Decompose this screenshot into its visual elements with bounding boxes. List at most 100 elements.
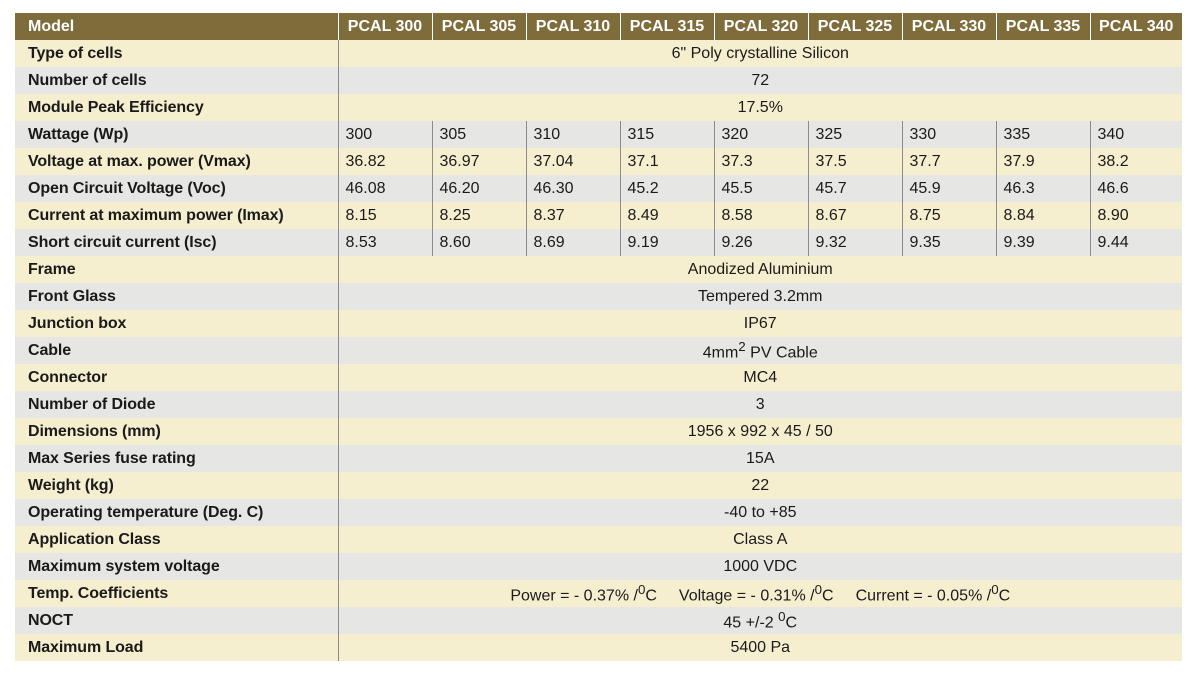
spec-value: 9.44 xyxy=(1089,229,1182,256)
spec-value: 37.9 xyxy=(995,148,1090,175)
temp-coefficient: Power = - 0.37% /0C xyxy=(510,581,657,605)
spec-value: 38.2 xyxy=(1089,148,1182,175)
model-header-pcal-310: PCAL 310 xyxy=(525,13,620,40)
spec-value: 37.5 xyxy=(807,148,902,175)
spec-row-junction-box: Junction box IP67 xyxy=(15,310,1182,337)
spec-label: Junction box xyxy=(28,314,127,332)
spec-value: 45.9 xyxy=(901,175,996,202)
spec-row-voltage-at-max-power-vmax: Voltage at max. power (Vmax) 36.82 36.97 37… xyxy=(15,148,1182,175)
spec-value: 8.53 xyxy=(337,229,432,256)
spec-row-connector: Connector MC4 xyxy=(15,364,1182,391)
spec-value: 330 xyxy=(901,121,996,148)
spec-row-temp-coefficients: Temp. Coefficients Power = - 0.37% /0C Vol… xyxy=(15,580,1182,607)
model-header-pcal-305: PCAL 305 xyxy=(431,13,526,40)
spec-value: 1956 x 992 x 45 / 50 xyxy=(337,418,1182,445)
spec-label: Connector xyxy=(28,368,108,386)
spec-label: Cable xyxy=(28,341,72,359)
header-row: Model PCAL 300 PCAL 305 PCAL 310 PCAL 315 PC… xyxy=(15,13,1182,40)
spec-value: 9.35 xyxy=(901,229,996,256)
spec-row-open-circuit-voltage-voc: Open Circuit Voltage (Voc) 46.08 46.20 46.3… xyxy=(15,175,1182,202)
temp-coefficient: Voltage = - 0.31% /0C xyxy=(678,581,834,605)
spec-value: 8.49 xyxy=(619,202,714,229)
spec-row-application-class: Application Class Class A xyxy=(15,526,1182,553)
spec-value: 305 xyxy=(431,121,526,148)
spec-label: Temp. Coefficients xyxy=(28,584,169,602)
spec-label: Wattage (Wp) xyxy=(28,125,129,143)
spec-label: Open Circuit Voltage (Voc) xyxy=(28,179,226,197)
spec-value: 8.25 xyxy=(431,202,526,229)
spec-value: 3 xyxy=(337,391,1182,418)
spec-value: 46.20 xyxy=(431,175,526,202)
model-header-pcal-335: PCAL 335 xyxy=(995,13,1090,40)
spec-row-max-series-fuse-rating: Max Series fuse rating 15A xyxy=(15,445,1182,472)
spec-value: 37.1 xyxy=(619,148,714,175)
spec-row-wattage-wp: Wattage (Wp) 300 305 310 315 320 325 330 335 340 xyxy=(15,121,1182,148)
spec-value: 37.3 xyxy=(713,148,808,175)
spec-value: 6" Poly crystalline Silicon xyxy=(337,40,1182,67)
spec-value: 8.67 xyxy=(807,202,902,229)
spec-row-front-glass: Front Glass Tempered 3.2mm xyxy=(15,283,1182,310)
spec-value: 8.37 xyxy=(525,202,620,229)
spec-value: 335 xyxy=(995,121,1090,148)
spec-value: 9.32 xyxy=(807,229,902,256)
spec-value: 45.7 xyxy=(807,175,902,202)
spec-value: Class A xyxy=(337,526,1182,553)
spec-value: 46.30 xyxy=(525,175,620,202)
spec-value: IP67 xyxy=(337,310,1182,337)
spec-value: Anodized Aluminium xyxy=(337,256,1182,283)
spec-value: 310 xyxy=(525,121,620,148)
spec-value: 8.69 xyxy=(525,229,620,256)
spec-label: Frame xyxy=(28,260,76,278)
model-header-pcal-315: PCAL 315 xyxy=(619,13,714,40)
spec-label: Short circuit current (Isc) xyxy=(28,233,217,251)
spec-value: 8.75 xyxy=(901,202,996,229)
spec-value: 325 xyxy=(807,121,902,148)
spec-row-weight-kg: Weight (kg) 22 xyxy=(15,472,1182,499)
spec-label: Number of Diode xyxy=(28,395,156,413)
spec-value: 37.7 xyxy=(901,148,996,175)
spec-table: Model PCAL 300 PCAL 305 PCAL 310 PCAL 315 PC… xyxy=(15,13,1182,661)
spec-label: Module Peak Efficiency xyxy=(28,98,204,116)
spec-value: 22 xyxy=(337,472,1182,499)
spec-row-frame: Frame Anodized Aluminium xyxy=(15,256,1182,283)
spec-value: 315 xyxy=(619,121,714,148)
spec-row-current-at-maximum-power-imax: Current at maximum power (Imax) 8.15 8.25 8… xyxy=(15,202,1182,229)
spec-value: 17.5% xyxy=(337,94,1182,121)
spec-row-cable: Cable 4mm2 PV Cable xyxy=(15,337,1182,364)
spec-row-dimensions-mm: Dimensions (mm) 1956 x 992 x 45 / 50 xyxy=(15,418,1182,445)
spec-value: 72 xyxy=(337,67,1182,94)
spec-row-maximum-load: Maximum Load 5400 Pa xyxy=(15,634,1182,661)
spec-value: MC4 xyxy=(337,364,1182,391)
spec-value: 9.39 xyxy=(995,229,1090,256)
spec-row-operating-temperature-deg-c: Operating temperature (Deg. C) -40 to +85 xyxy=(15,499,1182,526)
spec-value: Tempered 3.2mm xyxy=(337,283,1182,310)
spec-value: 46.08 xyxy=(337,175,432,202)
spec-value: 8.84 xyxy=(995,202,1090,229)
spec-value: Power = - 0.37% /0C Voltage = - 0.31% /0C… xyxy=(337,580,1182,607)
spec-value: 36.97 xyxy=(431,148,526,175)
spec-row-noct: NOCT 45 +/-2 0C xyxy=(15,607,1182,634)
temp-coefficient: Current = - 0.05% /0C xyxy=(855,581,1011,605)
spec-label: Application Class xyxy=(28,530,161,548)
spec-value: 15A xyxy=(337,445,1182,472)
spec-label: Current at maximum power (Imax) xyxy=(28,206,284,224)
spec-value: 8.90 xyxy=(1089,202,1182,229)
model-header-pcal-325: PCAL 325 xyxy=(807,13,902,40)
spec-label: Number of cells xyxy=(28,71,147,89)
spec-value: 340 xyxy=(1089,121,1182,148)
spec-value: 36.82 xyxy=(337,148,432,175)
spec-value: 320 xyxy=(713,121,808,148)
model-header-pcal-320: PCAL 320 xyxy=(713,13,808,40)
spec-row-type-of-cells: Type of cells 6" Poly crystalline Silicon xyxy=(15,40,1182,67)
model-header-pcal-340: PCAL 340 xyxy=(1089,13,1182,40)
spec-value: 9.19 xyxy=(619,229,714,256)
spec-value: 300 xyxy=(337,121,432,148)
spec-label: NOCT xyxy=(28,611,73,629)
spec-label: Dimensions (mm) xyxy=(28,422,161,440)
spec-label: Front Glass xyxy=(28,287,116,305)
spec-value: 37.04 xyxy=(525,148,620,175)
spec-label: Maximum Load xyxy=(28,638,144,656)
spec-label: Maximum system voltage xyxy=(28,557,220,575)
spec-label: Type of cells xyxy=(28,44,123,62)
spec-row-module-peak-efficiency: Module Peak Efficiency 17.5% xyxy=(15,94,1182,121)
